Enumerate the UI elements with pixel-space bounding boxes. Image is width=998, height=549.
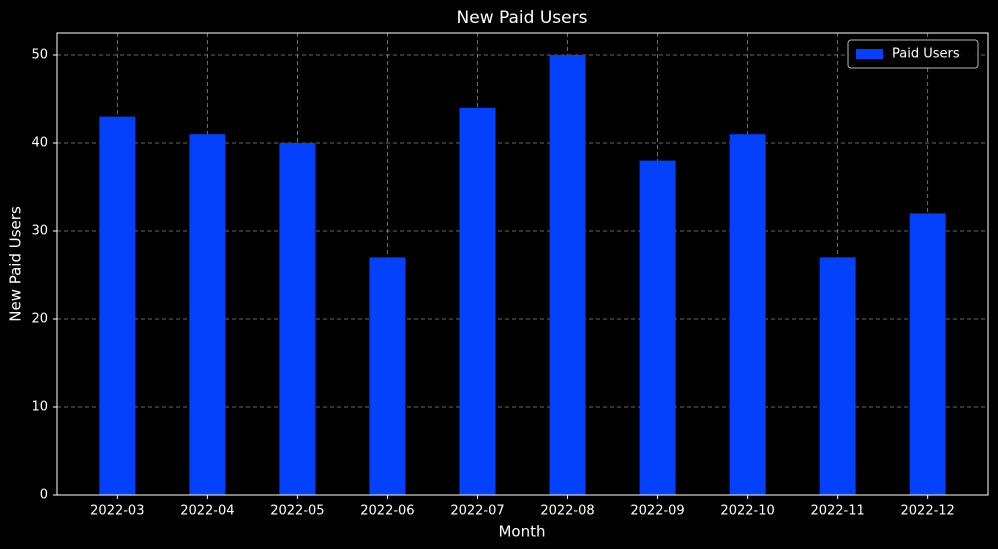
x-tick-label: 2022-09 (630, 504, 684, 519)
legend-label: Paid Users (892, 47, 960, 62)
x-axis-label: Month (498, 523, 545, 541)
y-tick-label: 30 (31, 224, 48, 239)
bar (909, 213, 946, 495)
chart-title: New Paid Users (457, 8, 588, 28)
x-tick-label: 2022-07 (450, 504, 504, 519)
x-tick-label: 2022-06 (360, 504, 414, 519)
legend-swatch (856, 49, 883, 59)
bar (459, 107, 496, 496)
x-tick-label: 2022-11 (810, 504, 864, 519)
x-tick-label: 2022-05 (270, 504, 324, 519)
legend-frame (847, 39, 979, 69)
y-axis-label: New Paid Users (7, 206, 25, 322)
bar (99, 116, 136, 495)
legend: Paid Users (847, 39, 979, 69)
bar (549, 55, 586, 495)
y-tick-label: 20 (31, 312, 48, 327)
x-tick-label: 2022-12 (901, 504, 955, 519)
bar (189, 134, 226, 495)
x-tick-label: 2022-04 (180, 504, 234, 519)
y-tick-label: 50 (31, 48, 48, 63)
plot-frame (56, 32, 989, 496)
bar (729, 134, 766, 495)
bar (369, 257, 406, 495)
y-tick-label: 0 (40, 488, 48, 503)
x-tick-label: 2022-08 (540, 504, 594, 519)
x-tick-label: 2022-03 (90, 504, 144, 519)
x-tick-label: 2022-10 (720, 504, 774, 519)
bar (639, 160, 676, 495)
bar (279, 143, 316, 495)
y-tick-label: 40 (31, 136, 48, 151)
bar (819, 257, 856, 495)
y-tick-label: 10 (31, 400, 48, 415)
